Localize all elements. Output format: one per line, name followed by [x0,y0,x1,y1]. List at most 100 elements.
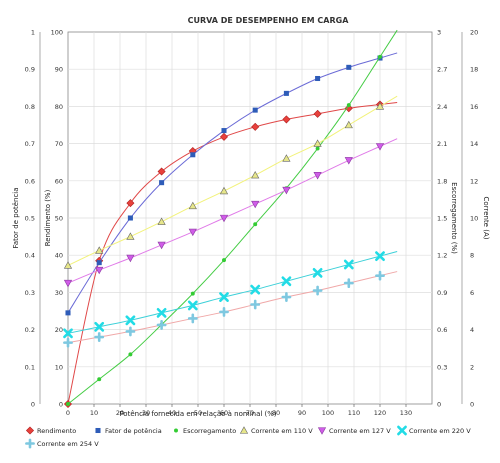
y-tick-label-rend: 70 [55,140,63,148]
y-tick-label-corr: 14 [470,140,478,148]
data-point [315,75,321,82]
data-point [250,299,261,310]
x-tick-label: 110 [348,409,360,417]
data-point [125,315,136,326]
y-tick-label-corr: 18 [470,66,478,74]
y-tick-label-fp: 0.4 [25,252,35,260]
data-point [346,103,351,108]
axes: 0 10 20 30 40 50 60 70 80 90 100 110 120 13000.10.20.… [25,29,479,418]
data-point [65,310,71,316]
y-tick-label-corr: 6 [470,289,474,297]
data-point [253,222,258,227]
data-point [63,337,73,348]
data-point [94,321,105,332]
data-point [188,228,197,237]
data-point [346,64,352,70]
legend-label: Corrente em 127 V [329,427,391,435]
data-point [219,307,229,317]
series-6 [63,270,398,348]
y-tick-label-fp: 0.8 [25,103,35,111]
legend-item: Corrente em 254 V [25,438,99,449]
data-point [157,167,166,176]
legend-item: Corrente em 220 V [397,425,471,436]
data-point [187,300,198,311]
data-point [159,180,165,186]
x-tick-label: 100 [322,409,334,417]
x-tick-label: 80 [272,409,280,417]
y-tick-label-esc: 1.2 [437,252,447,260]
data-point [312,285,323,296]
y-axis-label-slip: Escorregamento (%) [450,182,458,254]
data-point-stroke [375,251,385,262]
data-point [344,104,353,113]
legend-item: Escorregamento [174,427,236,435]
data-point [157,217,166,225]
data-point [343,259,354,270]
data-point [283,90,289,96]
x-tick-label: 60 [220,409,228,417]
series-layer [63,29,398,409]
y-tick-label-corr: 16 [470,103,478,111]
y-tick-label-fp: 0.6 [25,177,35,185]
y-tick-label-corr: 10 [470,215,478,223]
data-point [375,270,385,281]
data-point-stroke [250,284,261,295]
legend-label: Corrente em 220 V [409,427,471,435]
x-tick-label: 70 [246,409,254,417]
data-point-stroke [281,276,292,287]
data-point [252,107,258,113]
data-point [95,246,104,254]
legend-marker [174,428,178,433]
data-point [375,102,385,110]
y-tick-label-fp: 0.3 [25,289,35,297]
x-tick-label: 50 [194,409,202,417]
x-tick-label: 10 [90,409,98,417]
data-point [219,214,229,223]
series-4 [63,138,398,288]
legend-marker-stroke [397,425,407,436]
data-point [156,307,167,318]
legend-label: Escorregamento [183,427,236,435]
y-tick-label-rend: 90 [55,66,63,74]
y-tick-label-rend: 80 [55,103,63,111]
data-point [126,199,135,208]
x-tick-label: 20 [116,409,124,417]
y-tick-label-corr: 20 [470,29,478,37]
data-point-stroke [187,300,198,311]
y-tick-label-rend: 30 [55,289,63,297]
data-point [313,139,322,147]
chart-title: CURVA DE DESEMPENHO EM CARGA [188,16,350,25]
data-point [125,326,136,337]
y-tick-label-rend: 0 [59,401,63,409]
y-tick-label-rend: 10 [55,363,63,371]
x-tick-label: 120 [374,409,386,417]
data-point [63,328,73,339]
y-tick-label-fp: 0.7 [25,140,35,148]
y-tick-label-rend: 40 [55,252,63,260]
y-tick-label-rend: 60 [55,177,63,185]
series-line [67,52,398,314]
data-point [375,143,385,151]
data-point [313,172,322,180]
data-point-stroke [94,321,105,332]
data-point-stroke [312,267,323,278]
data-point [282,115,291,124]
legend-marker [95,427,101,434]
data-point [282,154,291,162]
x-axis-label: Potência fornecida em relação à nominal … [119,410,277,418]
y-tick-label-fp: 0 [31,401,35,409]
y-tick-label-esc: 2.7 [437,66,447,74]
y-tick-label-corr: 4 [470,326,474,334]
y-tick-label-rend: 100 [51,29,63,37]
data-point [343,278,354,289]
y-tick-label-rend: 20 [55,326,63,334]
legend-marker [239,426,249,434]
y-tick-label-esc: 3 [437,29,441,37]
legend-item: Rendimento [25,426,76,435]
data-point [187,313,198,324]
data-point-stroke [125,315,136,326]
data-point [97,377,102,382]
data-point [378,54,382,59]
